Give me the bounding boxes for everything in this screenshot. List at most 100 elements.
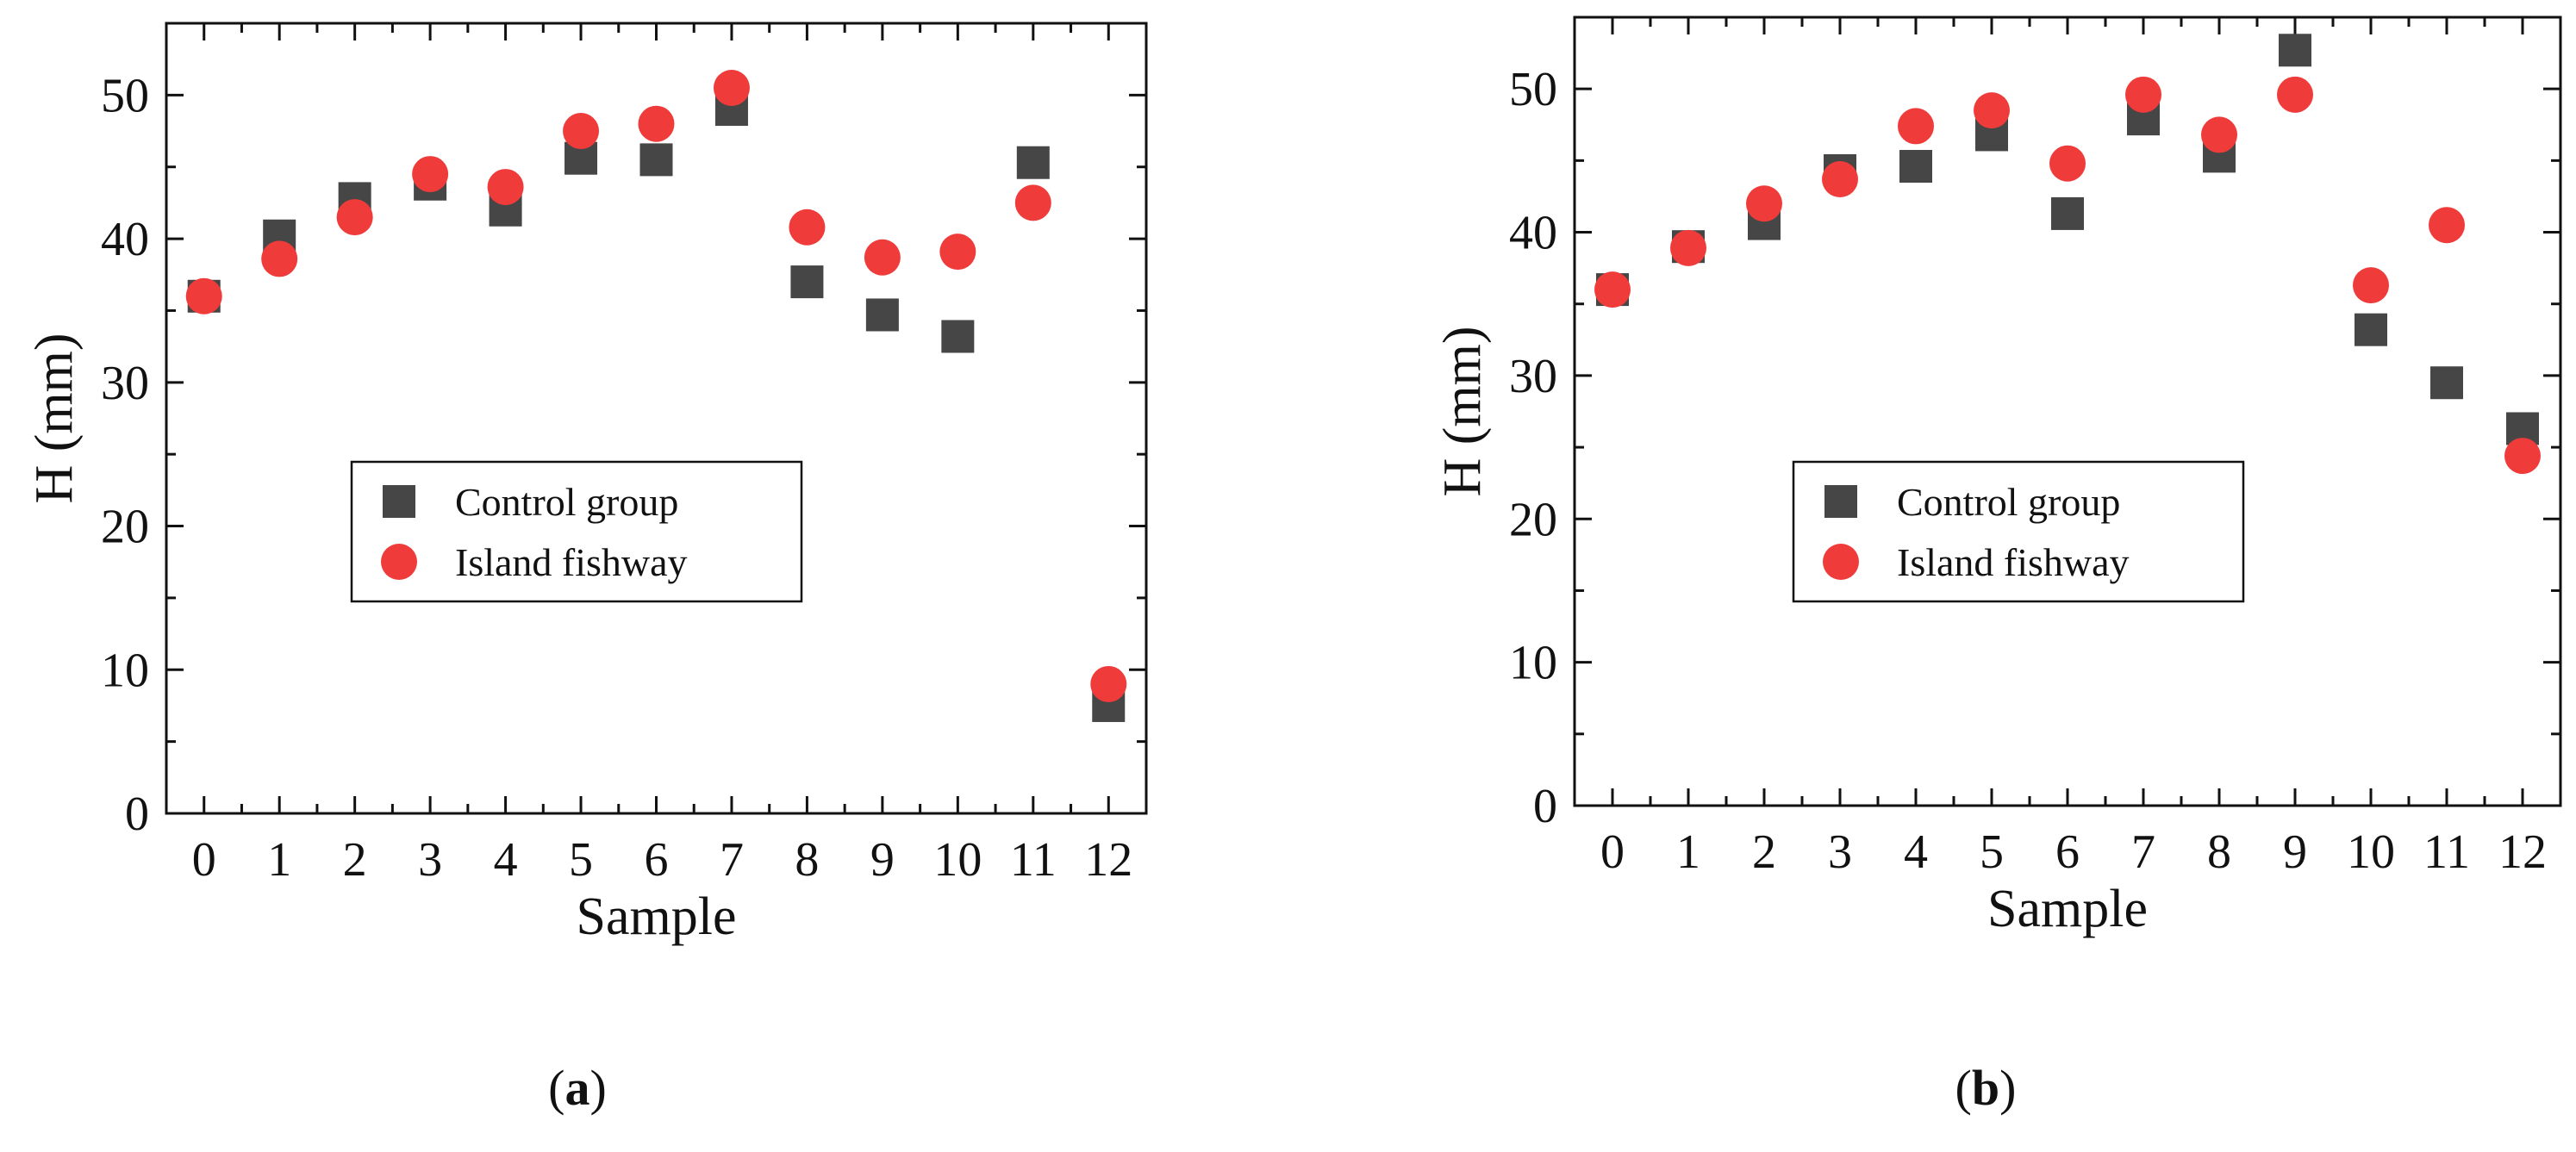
y-tick-label: 20 (101, 501, 149, 554)
island-fishway-point (336, 199, 373, 236)
y-tick-label: 40 (101, 213, 149, 266)
control-group-point (639, 143, 673, 177)
island-fishway-point (2504, 438, 2541, 475)
x-tick-label: 8 (2207, 825, 2231, 879)
x-tick-label: 6 (645, 833, 669, 887)
caption-close-paren: ) (590, 1060, 607, 1116)
x-tick-label: 12 (1084, 833, 1132, 887)
x-tick-label: 1 (1676, 825, 1700, 879)
island-fishway-point (2353, 267, 2389, 304)
x-tick-label: 10 (2347, 825, 2395, 879)
island-fishway-point (1594, 271, 1631, 308)
x-tick-label: 0 (192, 833, 216, 887)
legend-label-island-fishway: Island fishway (1897, 540, 2130, 584)
y-tick-label: 30 (1509, 350, 1557, 403)
control-group-point (1016, 146, 1050, 179)
island-fishway-point (1014, 184, 1051, 221)
island-fishway-point (939, 234, 976, 271)
island-fishway-point (1670, 229, 1706, 266)
x-tick-label: 5 (1980, 825, 2004, 879)
y-tick-label: 30 (101, 357, 149, 410)
legend: Control group Island fishway (1792, 460, 2245, 603)
x-tick-label: 11 (2423, 825, 2470, 879)
island-fishway-point (2201, 116, 2237, 153)
island-fishway-point (789, 209, 826, 246)
island-fishway-point (2277, 76, 2313, 113)
y-tick-label: 40 (1509, 207, 1557, 260)
y-tick-label: 50 (101, 69, 149, 122)
x-axis-title: Sample (1987, 880, 2148, 938)
panel-caption: (b) (1955, 1060, 2017, 1116)
island-fishway-point (1090, 665, 1127, 702)
island-fishway-point (261, 240, 298, 277)
x-tick-label: 7 (2131, 825, 2155, 879)
plot-frame (1573, 16, 2562, 807)
x-tick-label: 7 (720, 833, 744, 887)
caption-open-paren: ( (1955, 1060, 1972, 1116)
x-tick-label: 1 (267, 833, 291, 887)
control-group-point (941, 320, 975, 353)
x-tick-label: 8 (795, 833, 819, 887)
island-fishway-point (2429, 207, 2465, 244)
island-fishway-point (2125, 76, 2161, 113)
island-fishway-point (638, 105, 675, 142)
y-axis-title: H (mm) (25, 333, 84, 503)
control-group-point (2430, 366, 2463, 400)
y-axis-title: H (mm) (1433, 326, 1492, 496)
x-tick-label: 9 (2283, 825, 2307, 879)
control-group-point (865, 298, 899, 332)
caption-letter: b (1972, 1060, 1999, 1116)
legend-circle-marker (381, 544, 417, 580)
legend-box (350, 460, 803, 603)
control-group-point (2355, 313, 2387, 346)
caption-open-paren: ( (548, 1060, 564, 1116)
x-tick-label: 10 (933, 833, 982, 887)
x-tick-label: 4 (1904, 825, 1928, 879)
control-group-point (1899, 150, 1932, 184)
control-group-point (2279, 34, 2311, 67)
legend-label-island-fishway: Island fishway (455, 540, 688, 584)
y-tick-label: 0 (125, 788, 149, 841)
legend-box (1792, 460, 2245, 603)
legend-label-control-group: Control group (455, 480, 678, 524)
legend-label-control-group: Control group (1897, 480, 2120, 524)
x-axis-title: Sample (577, 887, 737, 946)
island-fishway-point (1822, 160, 1858, 197)
x-tick-label: 0 (1600, 825, 1625, 879)
island-fishway-point (563, 113, 600, 150)
x-tick-label: 3 (1828, 825, 1852, 879)
y-tick-label: 10 (1509, 637, 1557, 690)
x-tick-label: 9 (870, 833, 895, 887)
y-tick-label: 20 (1509, 493, 1557, 546)
caption-letter: a (565, 1060, 590, 1116)
x-tick-label: 5 (569, 833, 593, 887)
control-group-point (2051, 196, 2084, 230)
island-fishway-point (864, 239, 901, 276)
island-fishway-point (487, 169, 524, 206)
y-tick-label: 0 (1533, 780, 1557, 833)
island-fishway-point (1898, 108, 1934, 145)
caption-close-paren: ) (1999, 1060, 2016, 1116)
island-fishway-point (713, 70, 750, 107)
island-fishway-point (412, 156, 449, 193)
island-fishway-point (2049, 145, 2086, 182)
legend-square-marker (1824, 485, 1857, 518)
island-fishway-point (1746, 185, 1782, 222)
legend-circle-marker (1823, 544, 1859, 580)
x-tick-label: 3 (418, 833, 442, 887)
legend: Control group Island fishway (350, 460, 803, 603)
island-fishway-point (185, 277, 222, 314)
x-tick-label: 11 (1010, 833, 1057, 887)
x-tick-label: 6 (2055, 825, 2080, 879)
panel-caption: (a) (548, 1060, 607, 1116)
legend-square-marker (383, 485, 415, 518)
control-group-point (790, 265, 824, 299)
island-fishway-point (1974, 92, 2010, 129)
x-tick-label: 12 (2498, 825, 2547, 879)
x-tick-label: 2 (343, 833, 367, 887)
x-tick-label: 4 (494, 833, 518, 887)
y-tick-label: 10 (101, 644, 149, 697)
